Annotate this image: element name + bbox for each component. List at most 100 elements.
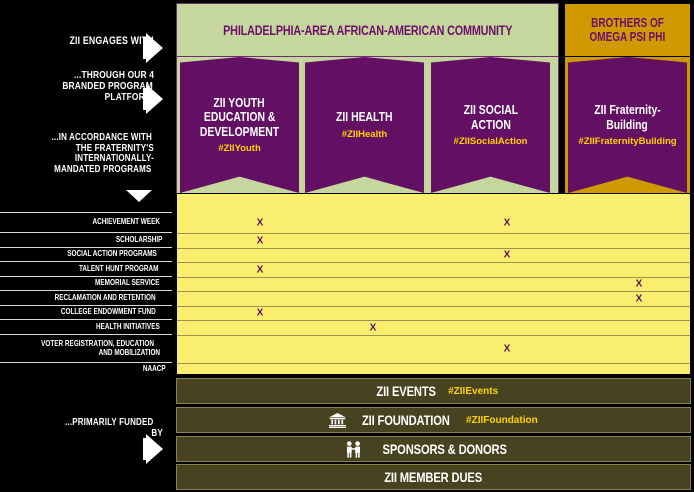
matrix-row-label: NAACP [0, 362, 172, 375]
header-brothers-text: BROTHERS OF OMEGA PSI PHI [580, 16, 675, 44]
platform-name-line: ACTION [470, 116, 511, 132]
matrix-row [177, 248, 690, 262]
matrix-mark: X [256, 307, 264, 319]
matrix-row-label-text: RECLAMATION AND RETENTION [42, 293, 168, 302]
label-line: BRANDED PROGRAM [62, 80, 153, 93]
matrix-row-label-text: SCHOLARSHIP [110, 234, 168, 244]
header-community: PHILADELPHIA-AREA AFRICAN-AMERICAN COMMU… [176, 3, 559, 57]
matrix-row-label-line: ACHIEVEMENT WEEK [91, 217, 160, 227]
header-brothers: BROTHERS OF OMEGA PSI PHI [564, 3, 691, 57]
platform-hashtag[interactable]: #ZIISocialAction [453, 136, 528, 148]
bank-icon [329, 412, 347, 428]
header-brothers-line: OMEGA PSI PHI [589, 30, 666, 44]
matrix-mark: X [256, 264, 264, 275]
funding-label: ZII MEMBER DUES [384, 469, 483, 485]
matrix-row [177, 335, 690, 363]
platform-banner-2[interactable]: ZII HEALTH #ZIIHealth [305, 57, 424, 193]
platform-name: ZII YOUTH EDUCATION & DEVELOPMENT [190, 94, 289, 140]
matrix-row-label-line: NAACP [142, 363, 166, 373]
label-mandated-programs: ...IN ACCORDANCE WITH THE FRATERNITY'S INT… [39, 132, 165, 175]
matrix-mark: X [256, 235, 264, 246]
platform-name-line: DEVELOPMENT [199, 123, 280, 139]
matrix-row-label-text: SOCIAL ACTION PROGRAMS [56, 249, 168, 259]
label-line: PLATFORMS [104, 91, 158, 104]
matrix-row-label-line: AND MOBILIZATION [98, 347, 161, 357]
matrix-row-label-line: MEMORIAL SERVICE [95, 278, 160, 288]
matrix-row-label-line: HEALTH INITIATIVES [96, 321, 161, 331]
matrix-row-label-text: ACHIEVEMENT WEEK [84, 217, 168, 227]
platform-name-line: Building [606, 116, 649, 132]
matrix-mark: X [635, 293, 643, 304]
funding-label: SPONSORS & DONORS [382, 441, 507, 457]
matrix-row-label: ACHIEVEMENT WEEK [0, 212, 172, 232]
matrix-row-label: COLLEGE ENDOWMENT FUND [0, 305, 172, 319]
funding-hashtag[interactable]: #ZIIEvents [448, 385, 499, 397]
matrix-row-label-line: COLLEGE ENDOWMENT FUND [61, 307, 157, 317]
funding-bar-2[interactable]: ZII FOUNDATION #ZIIFoundation [176, 407, 691, 433]
header-brothers-line: BROTHERS OF [591, 16, 664, 30]
label-branded-platforms: ...THROUGH OUR 4 BRANDED PROGRAM PLATFORMS [51, 69, 164, 104]
platform-name: ZII SOCIAL ACTION [457, 102, 525, 132]
matrix-row [177, 320, 690, 335]
funding-bar-4[interactable]: ZII MEMBER DUES [176, 464, 691, 490]
label-primarily-funded-by: ...PRIMARILY FUNDED BY [54, 417, 164, 439]
main-content: PHILADELPHIA-AREA AFRICAN-AMERICAN COMMU… [172, 0, 694, 492]
funding-hashtag[interactable]: #ZIIFoundation [466, 414, 538, 426]
matrix-row-label-text: VOTER REGISTRATION, EDUCATION AND MOBILIZ… [27, 339, 168, 357]
left-label-column: ZII ENGAGES WITH ...THROUGH OUR 4 BRANDED… [0, 0, 172, 492]
funding-label: ZII FOUNDATION [362, 412, 451, 428]
funding-bar-1[interactable]: ZII EVENTS #ZIIEvents [176, 378, 691, 404]
matrix-row-label-text: COLLEGE ENDOWMENT FUND [49, 307, 168, 317]
platform-hashtag[interactable]: #ZIIFraternityBuilding [578, 136, 677, 148]
two-people-icon [345, 440, 362, 458]
matrix-row-label: TALENT HUNT PROGRAM [0, 261, 172, 276]
matrix-row [177, 233, 690, 248]
matrix-row [177, 213, 690, 233]
label-line: ...THROUGH OUR 4 [73, 69, 154, 81]
label-line: BY [151, 427, 163, 439]
label-line: INTERNATIONALLY- [75, 153, 155, 165]
matrix-row-label-text: TALENT HUNT PROGRAM [69, 263, 168, 273]
matrix-row [177, 306, 690, 320]
matrix-row-label-line: SOCIAL ACTION PROGRAMS [67, 249, 157, 259]
label-line: MANDATED PROGRAMS [54, 163, 152, 175]
label-zii-engages-with: ZII ENGAGES WITH [59, 35, 164, 48]
platform-banner-3[interactable]: ZII SOCIAL ACTION #ZIISocialAction [431, 57, 550, 193]
matrix-row-label: MEMORIAL SERVICE [0, 276, 172, 290]
matrix-row-label-line: TALENT HUNT PROGRAM [78, 263, 159, 273]
arrow-right-icon-2 [143, 84, 163, 114]
platform-name-line: ZII YOUTH [213, 94, 266, 110]
matrix-row-label-line: SCHOLARSHIP [115, 234, 163, 244]
platform-hashtag[interactable]: #ZIIYouth [218, 143, 261, 155]
matrix-row-label: HEALTH INITIATIVES [0, 319, 172, 334]
funding-label: ZII EVENTS [376, 383, 436, 399]
matrix-row-label-text: NAACP [140, 363, 168, 373]
matrix-mark: X [503, 343, 511, 355]
platform-name: ZII HEALTH [329, 110, 400, 125]
matrix-mark: X [369, 322, 377, 333]
platform-name-line: ZII Fraternity- [594, 101, 661, 117]
matrix-mark: X [503, 249, 511, 261]
label-line: ZII ENGAGES WITH [69, 35, 154, 47]
matrix-row-label: RECLAMATION AND RETENTION [0, 290, 172, 305]
matrix-row [177, 363, 690, 376]
platform-name-line: EDUCATION & [203, 109, 276, 125]
header-community-text: PHILADELPHIA-AREA AFRICAN-AMERICAN COMMU… [222, 22, 513, 38]
label-line: ...IN ACCORDANCE WITH [51, 132, 152, 143]
matrix-row-label-line: VOTER REGISTRATION, EDUCATION [41, 339, 154, 349]
platform-banner-1[interactable]: ZII YOUTH EDUCATION & DEVELOPMENT #ZIIYouth [180, 57, 299, 193]
matrix-mark: X [256, 217, 264, 229]
platform-hashtag[interactable]: #ZIIHealth [341, 128, 388, 140]
matrix-row-label: SCHOLARSHIP [0, 232, 172, 247]
label-line: ...PRIMARILY FUNDED [64, 417, 153, 428]
matrix-row-label-text: MEMORIAL SERVICE [87, 278, 168, 288]
arrow-down-icon [126, 190, 152, 202]
matrix-mark: X [635, 278, 643, 290]
matrix-row [177, 277, 690, 291]
funding-bar-3[interactable]: SPONSORS & DONORS [176, 436, 691, 462]
platform-banner-4[interactable]: ZII Fraternity- Building #ZIIFraternityBui… [568, 57, 687, 193]
arrow-right-icon-3 [143, 434, 163, 464]
platform-name: ZII Fraternity- Building [586, 101, 669, 132]
